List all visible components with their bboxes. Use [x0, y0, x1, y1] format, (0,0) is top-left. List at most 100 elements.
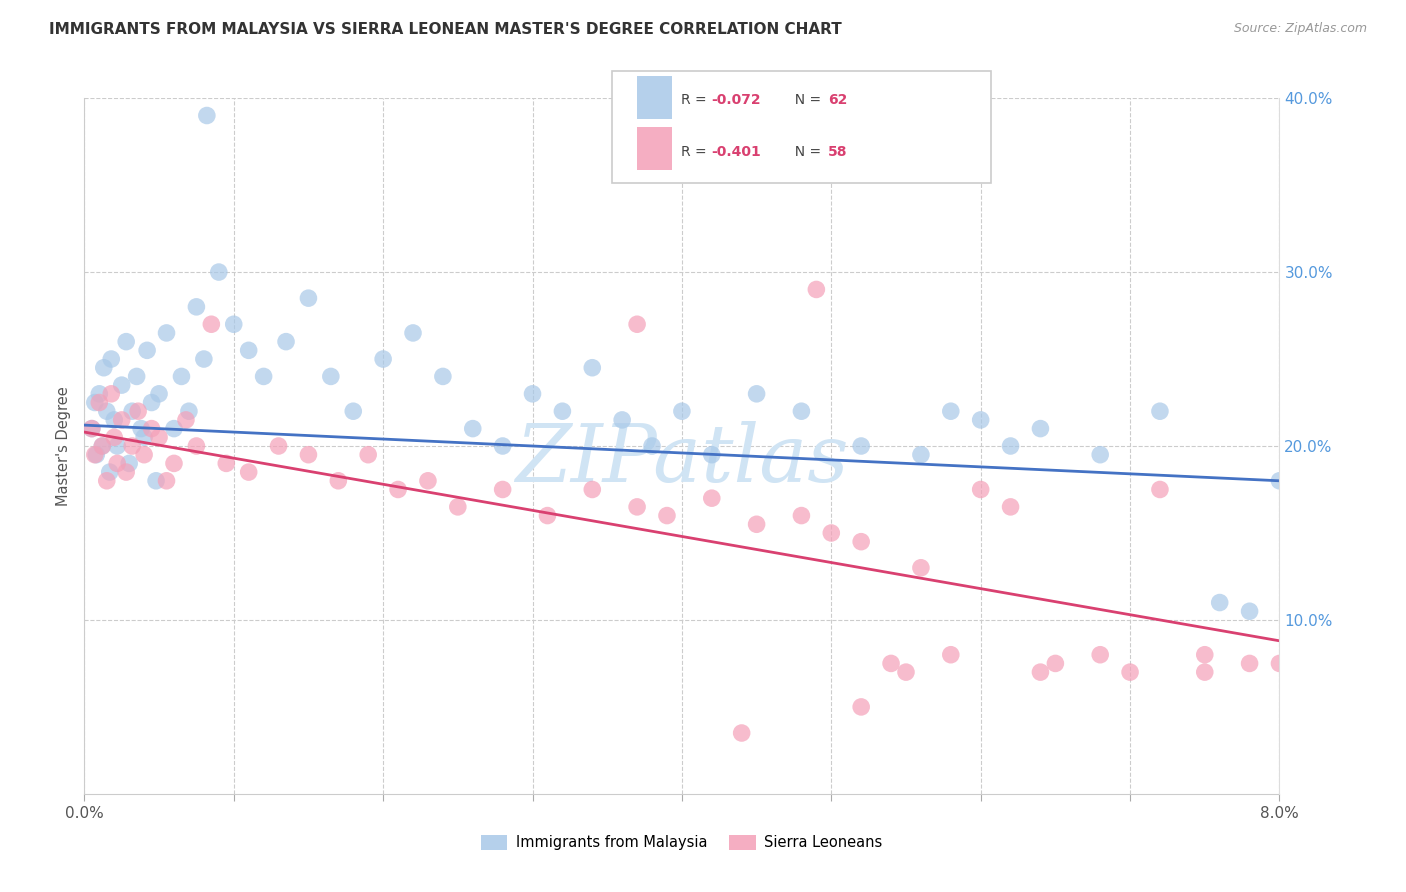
Point: [910, 448, 932, 462]
Point: [80, 421, 103, 435]
Point: [93, 360, 115, 375]
Point: [193, 351, 215, 366]
Point: [970, 413, 993, 427]
Point: [319, 369, 342, 384]
Text: IMMIGRANTS FROM MALAYSIA VS SIERRA LEONEAN MASTER'S DEGREE CORRELATION CHART: IMMIGRANTS FROM MALAYSIA VS SIERRA LEONE…: [49, 22, 842, 37]
Point: [655, 508, 678, 523]
Text: ZIPatlas: ZIPatlas: [515, 421, 849, 499]
Point: [939, 404, 962, 418]
Point: [626, 317, 648, 331]
Point: [581, 360, 603, 375]
Point: [105, 456, 128, 471]
Point: [103, 430, 125, 444]
Point: [148, 386, 170, 401]
Text: 58: 58: [828, 145, 848, 159]
Point: [1045, 657, 1067, 671]
Legend: Immigrants from Malaysia, Sierra Leoneans: Immigrants from Malaysia, Sierra Leonean…: [475, 829, 889, 856]
Text: -0.401: -0.401: [711, 145, 761, 159]
Point: [297, 448, 319, 462]
Point: [373, 351, 395, 366]
Point: [581, 483, 603, 497]
Text: Source: ZipAtlas.com: Source: ZipAtlas.com: [1233, 22, 1367, 36]
Point: [96, 474, 118, 488]
Point: [851, 534, 873, 549]
Point: [100, 351, 122, 366]
Point: [86, 448, 108, 462]
Text: -0.072: -0.072: [711, 94, 761, 107]
Point: [96, 404, 118, 418]
Point: [1194, 665, 1216, 680]
Point: [155, 326, 177, 340]
Point: [1239, 657, 1261, 671]
Point: [186, 439, 208, 453]
Point: [222, 317, 245, 331]
Point: [80, 421, 103, 435]
Point: [806, 282, 828, 296]
Point: [700, 448, 723, 462]
Point: [447, 500, 470, 514]
Text: R =: R =: [681, 94, 710, 107]
Point: [700, 491, 723, 505]
Point: [416, 474, 439, 488]
Point: [731, 726, 754, 740]
Point: [851, 699, 873, 714]
Text: N =: N =: [786, 145, 825, 159]
Point: [1149, 483, 1171, 497]
Point: [118, 456, 141, 471]
Point: [155, 474, 177, 488]
Point: [238, 343, 260, 358]
Point: [612, 413, 634, 427]
Point: [1268, 474, 1291, 488]
Point: [820, 525, 842, 540]
Y-axis label: Master's Degree: Master's Degree: [56, 386, 72, 506]
Point: [170, 369, 193, 384]
Point: [1000, 500, 1022, 514]
Point: [89, 386, 111, 401]
Point: [790, 404, 813, 418]
Point: [163, 421, 186, 435]
Text: N =: N =: [786, 94, 825, 107]
Point: [910, 561, 932, 575]
Point: [461, 421, 484, 435]
Point: [492, 439, 515, 453]
Point: [1268, 657, 1291, 671]
Point: [492, 483, 515, 497]
Point: [215, 456, 238, 471]
Point: [387, 483, 409, 497]
Point: [790, 508, 813, 523]
Point: [671, 404, 693, 418]
Point: [1029, 421, 1052, 435]
Point: [880, 657, 903, 671]
Point: [141, 421, 163, 435]
Point: [141, 395, 163, 409]
Point: [98, 465, 121, 479]
Point: [132, 448, 156, 462]
Point: [105, 439, 128, 453]
Point: [297, 291, 319, 305]
Point: [745, 517, 768, 532]
Point: [970, 483, 993, 497]
Point: [1000, 439, 1022, 453]
Point: [121, 404, 143, 418]
Point: [195, 108, 218, 122]
Point: [894, 665, 917, 680]
Point: [174, 413, 197, 427]
Point: [1209, 596, 1232, 610]
Point: [103, 413, 125, 427]
Point: [186, 300, 208, 314]
Point: [851, 439, 873, 453]
Point: [83, 448, 105, 462]
Point: [91, 439, 114, 453]
Point: [89, 395, 111, 409]
Point: [1090, 448, 1112, 462]
Point: [115, 334, 138, 349]
Point: [177, 404, 200, 418]
Point: [100, 386, 122, 401]
Point: [125, 369, 148, 384]
Point: [641, 439, 664, 453]
Point: [1029, 665, 1052, 680]
Point: [136, 343, 159, 358]
Point: [342, 404, 364, 418]
Point: [253, 369, 276, 384]
Point: [115, 465, 138, 479]
